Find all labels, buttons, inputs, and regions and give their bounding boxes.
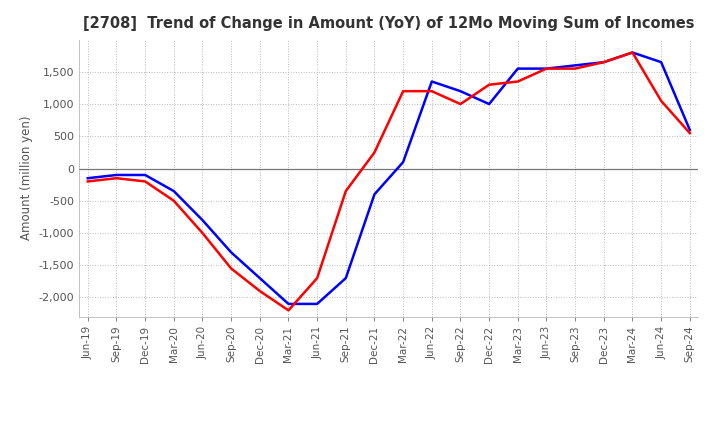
Ordinary Income: [628, 50, 636, 55]
Net Income: [141, 179, 150, 184]
Net Income: [169, 198, 178, 203]
Ordinary Income: [141, 172, 150, 178]
Line: Net Income: Net Income: [88, 52, 690, 310]
Ordinary Income: [600, 59, 608, 65]
Ordinary Income: [485, 102, 493, 107]
Net Income: [628, 50, 636, 55]
Ordinary Income: [312, 301, 321, 307]
Net Income: [84, 179, 92, 184]
Net Income: [571, 66, 580, 71]
Net Income: [657, 98, 665, 103]
Net Income: [513, 79, 522, 84]
Ordinary Income: [284, 301, 293, 307]
Net Income: [600, 59, 608, 65]
Net Income: [370, 150, 379, 155]
Net Income: [399, 88, 408, 94]
Ordinary Income: [428, 79, 436, 84]
Net Income: [227, 266, 235, 271]
Ordinary Income: [399, 159, 408, 165]
Ordinary Income: [513, 66, 522, 71]
Net Income: [542, 66, 551, 71]
Ordinary Income: [84, 176, 92, 181]
Ordinary Income: [198, 217, 207, 223]
Ordinary Income: [685, 127, 694, 132]
Net Income: [456, 102, 465, 107]
Net Income: [112, 176, 121, 181]
Y-axis label: Amount (million yen): Amount (million yen): [20, 116, 33, 240]
Net Income: [256, 288, 264, 293]
Ordinary Income: [657, 59, 665, 65]
Ordinary Income: [112, 172, 121, 178]
Ordinary Income: [542, 66, 551, 71]
Ordinary Income: [227, 249, 235, 255]
Title: [2708]  Trend of Change in Amount (YoY) of 12Mo Moving Sum of Incomes: [2708] Trend of Change in Amount (YoY) o…: [83, 16, 695, 32]
Ordinary Income: [256, 275, 264, 281]
Line: Ordinary Income: Ordinary Income: [88, 52, 690, 304]
Net Income: [428, 88, 436, 94]
Net Income: [198, 231, 207, 236]
Net Income: [284, 308, 293, 313]
Ordinary Income: [169, 188, 178, 194]
Ordinary Income: [456, 88, 465, 94]
Ordinary Income: [341, 275, 350, 281]
Ordinary Income: [370, 192, 379, 197]
Net Income: [685, 130, 694, 136]
Net Income: [485, 82, 493, 88]
Ordinary Income: [571, 63, 580, 68]
Net Income: [312, 275, 321, 281]
Net Income: [341, 188, 350, 194]
